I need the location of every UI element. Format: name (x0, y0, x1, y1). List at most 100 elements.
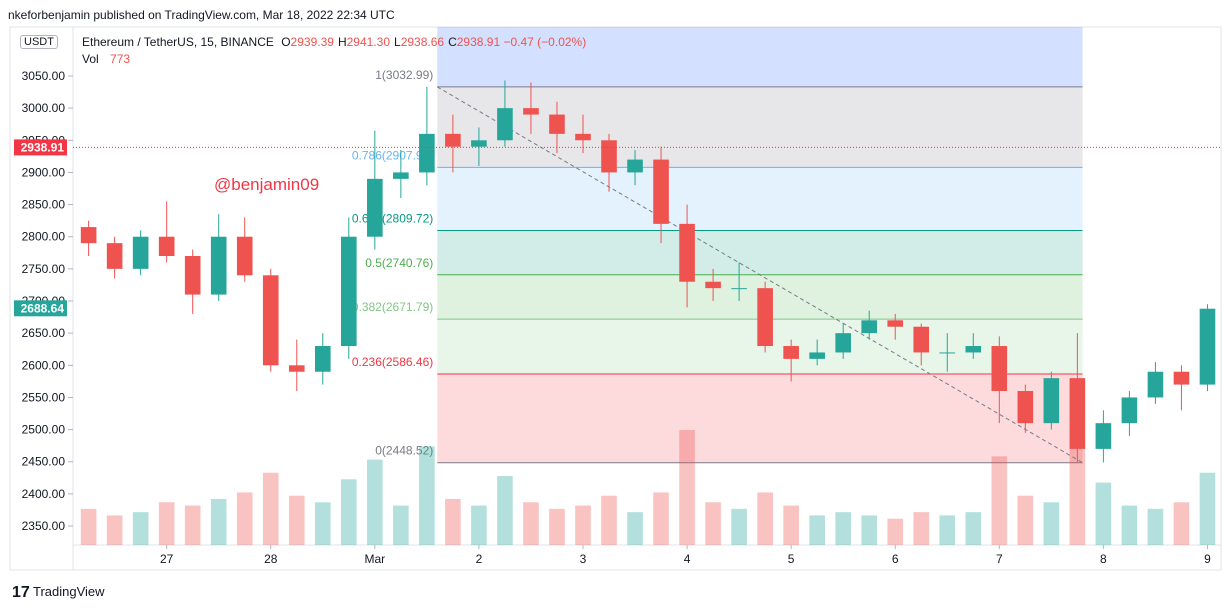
volume-bar (1069, 436, 1086, 545)
volume-bar (939, 515, 956, 545)
candle-body (705, 281, 721, 289)
candle-body (288, 365, 305, 372)
volume-bar (783, 505, 799, 545)
volume-key: Vol (82, 52, 99, 66)
candle-body (627, 159, 643, 173)
candle-body (887, 320, 904, 327)
ohlc-key: O (281, 35, 291, 49)
fib-level-label: 0.382(2671.79) (352, 300, 433, 314)
trend-line (437, 86, 1083, 464)
symbol: Ethereum / TetherUS, 15, BINANCE (82, 35, 274, 49)
volume-bar (1147, 508, 1164, 545)
candle-body (80, 227, 97, 244)
candle-body (757, 288, 773, 347)
volume-bar (1095, 482, 1112, 545)
volume-row: Vol 773 (82, 52, 130, 66)
candle-body (601, 140, 617, 173)
y-tick-label: 2550.00 (22, 390, 66, 404)
candle-body (1043, 378, 1060, 424)
candle-body (106, 243, 123, 269)
candle-body (939, 352, 956, 354)
volume-bar (445, 499, 461, 545)
x-tick-label: Mar (364, 552, 385, 566)
volume-bar (1173, 502, 1190, 545)
volume-bar (419, 446, 435, 545)
fib-band (437, 230, 1083, 275)
candle-body (1173, 371, 1190, 385)
candle-body (783, 346, 799, 359)
volume-bar (1121, 505, 1138, 545)
volume-bar (653, 492, 669, 545)
volume-bar (731, 508, 747, 545)
x-tick-label: 6 (892, 552, 899, 566)
candle-body (210, 236, 227, 295)
y-tick-label: 2350.00 (22, 519, 66, 533)
volume-bar (757, 492, 773, 545)
y-tick-label: 3000.00 (22, 101, 66, 115)
price-tag-label: 2938.91 (21, 140, 65, 154)
volume-bar (184, 505, 201, 545)
candle-body (679, 223, 695, 282)
volume-bar (314, 502, 331, 545)
y-tick-label: 2650.00 (22, 326, 66, 340)
volume-bar (601, 495, 617, 545)
candle-body (393, 172, 409, 179)
candle-body (731, 288, 747, 290)
candle-body (445, 133, 461, 147)
ohlc-key: C (448, 35, 457, 49)
x-tick-label: 3 (580, 552, 587, 566)
volume-bar (835, 512, 851, 545)
x-tick-label: 4 (684, 552, 691, 566)
candle-body (575, 133, 591, 141)
volume-bar (471, 505, 487, 545)
x-tick-label: 2 (476, 552, 483, 566)
volume-bar (106, 515, 123, 545)
x-tick-label: 28 (264, 552, 278, 566)
volume-bar (1199, 472, 1216, 545)
volume-bar (1017, 495, 1034, 545)
y-tick-label: 2400.00 (22, 487, 66, 501)
candle-body (1147, 371, 1164, 398)
fib-band (437, 86, 1083, 168)
ohlc-value: 2941.30 (346, 35, 390, 49)
ohlc-key: L (394, 35, 401, 49)
volume-bar (965, 512, 982, 545)
y-tick-label: 3050.00 (22, 69, 66, 83)
candle-body (549, 114, 565, 134)
candle-body (835, 333, 851, 353)
volume-bar (887, 518, 904, 545)
ohlc-value: 2938.91 (456, 35, 501, 49)
currency-button[interactable]: USDT (20, 35, 58, 49)
volume-bar (809, 515, 825, 545)
fib-level-label: 0.236(2586.46) (352, 355, 433, 369)
candle-body (419, 133, 435, 173)
fib-level-label: 0(2448.52) (375, 444, 433, 458)
candle-body (1095, 423, 1112, 449)
fib-extension-band (437, 27, 1083, 87)
candle-body (158, 236, 175, 257)
price-tag-label: 2688.64 (21, 301, 65, 315)
candle-body (965, 346, 982, 353)
volume-bar (679, 430, 695, 545)
candle-body (314, 346, 331, 372)
candle-body (341, 236, 357, 347)
candle-body (1121, 397, 1138, 424)
volume-bar (367, 459, 383, 545)
fib-level-label: 1(3032.99) (375, 68, 433, 82)
ohlc-key: H (337, 35, 347, 49)
x-tick-label: 5 (788, 552, 795, 566)
x-tick-label: 9 (1204, 552, 1211, 566)
y-tick-label: 2850.00 (22, 198, 66, 212)
volume-bar (575, 505, 591, 545)
candle-body (1069, 378, 1086, 449)
candle-body (262, 275, 279, 366)
candle-body (913, 326, 930, 353)
plot-area: 1(3032.99) 0.786(2907.91) 0.618(2809.72) 0.… (80, 27, 1216, 545)
candle-body (471, 140, 487, 147)
published-line: nkeforbenjamin published on TradingView.… (8, 8, 395, 22)
candle-body (497, 108, 513, 141)
volume-bar (132, 512, 149, 545)
volume-bar (1043, 502, 1060, 545)
